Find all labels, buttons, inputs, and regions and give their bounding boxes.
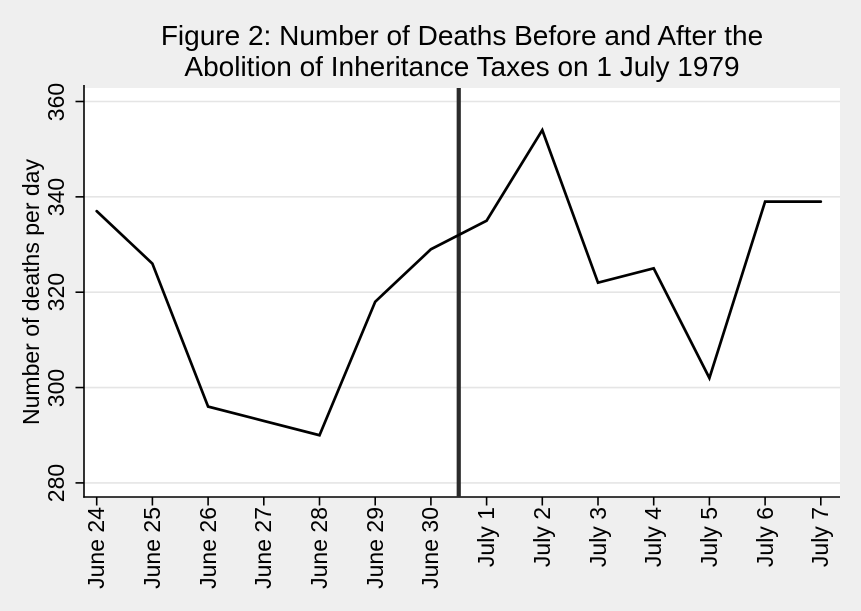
x-tick-label: June 25 bbox=[138, 507, 165, 589]
x-tick-label: July 4 bbox=[640, 507, 667, 568]
x-tick-label: July 1 bbox=[473, 507, 500, 568]
chart-title-line2: Abolition of Inheritance Taxes on 1 July… bbox=[184, 51, 740, 82]
chart-title: Figure 2: Number of Deaths Before and Af… bbox=[84, 20, 840, 82]
y-axis-title: Number of deaths per day bbox=[18, 159, 44, 425]
x-tick-label: June 27 bbox=[250, 507, 277, 589]
x-tick-label: June 24 bbox=[83, 507, 110, 589]
y-tick-label: 340 bbox=[43, 177, 69, 217]
y-tick-label: 280 bbox=[43, 463, 69, 503]
x-tick-label: July 2 bbox=[528, 507, 555, 568]
x-tick-label: June 29 bbox=[361, 507, 388, 589]
x-tick-label: July 3 bbox=[584, 507, 611, 568]
x-tick-label: July 6 bbox=[751, 507, 778, 568]
x-tick-label: June 28 bbox=[306, 507, 332, 589]
x-tick-label: June 30 bbox=[417, 507, 444, 589]
y-tick-label: 320 bbox=[43, 273, 69, 312]
y-tick-label: 360 bbox=[43, 82, 69, 121]
y-tick-label: 300 bbox=[43, 368, 69, 407]
x-tick-label: July 7 bbox=[807, 507, 834, 568]
deaths-series-line bbox=[95, 127, 823, 437]
chart-title-line1: Figure 2: Number of Deaths Before and Af… bbox=[160, 20, 764, 51]
x-tick-label: July 5 bbox=[695, 507, 722, 568]
x-tick-label: June 26 bbox=[194, 507, 221, 589]
